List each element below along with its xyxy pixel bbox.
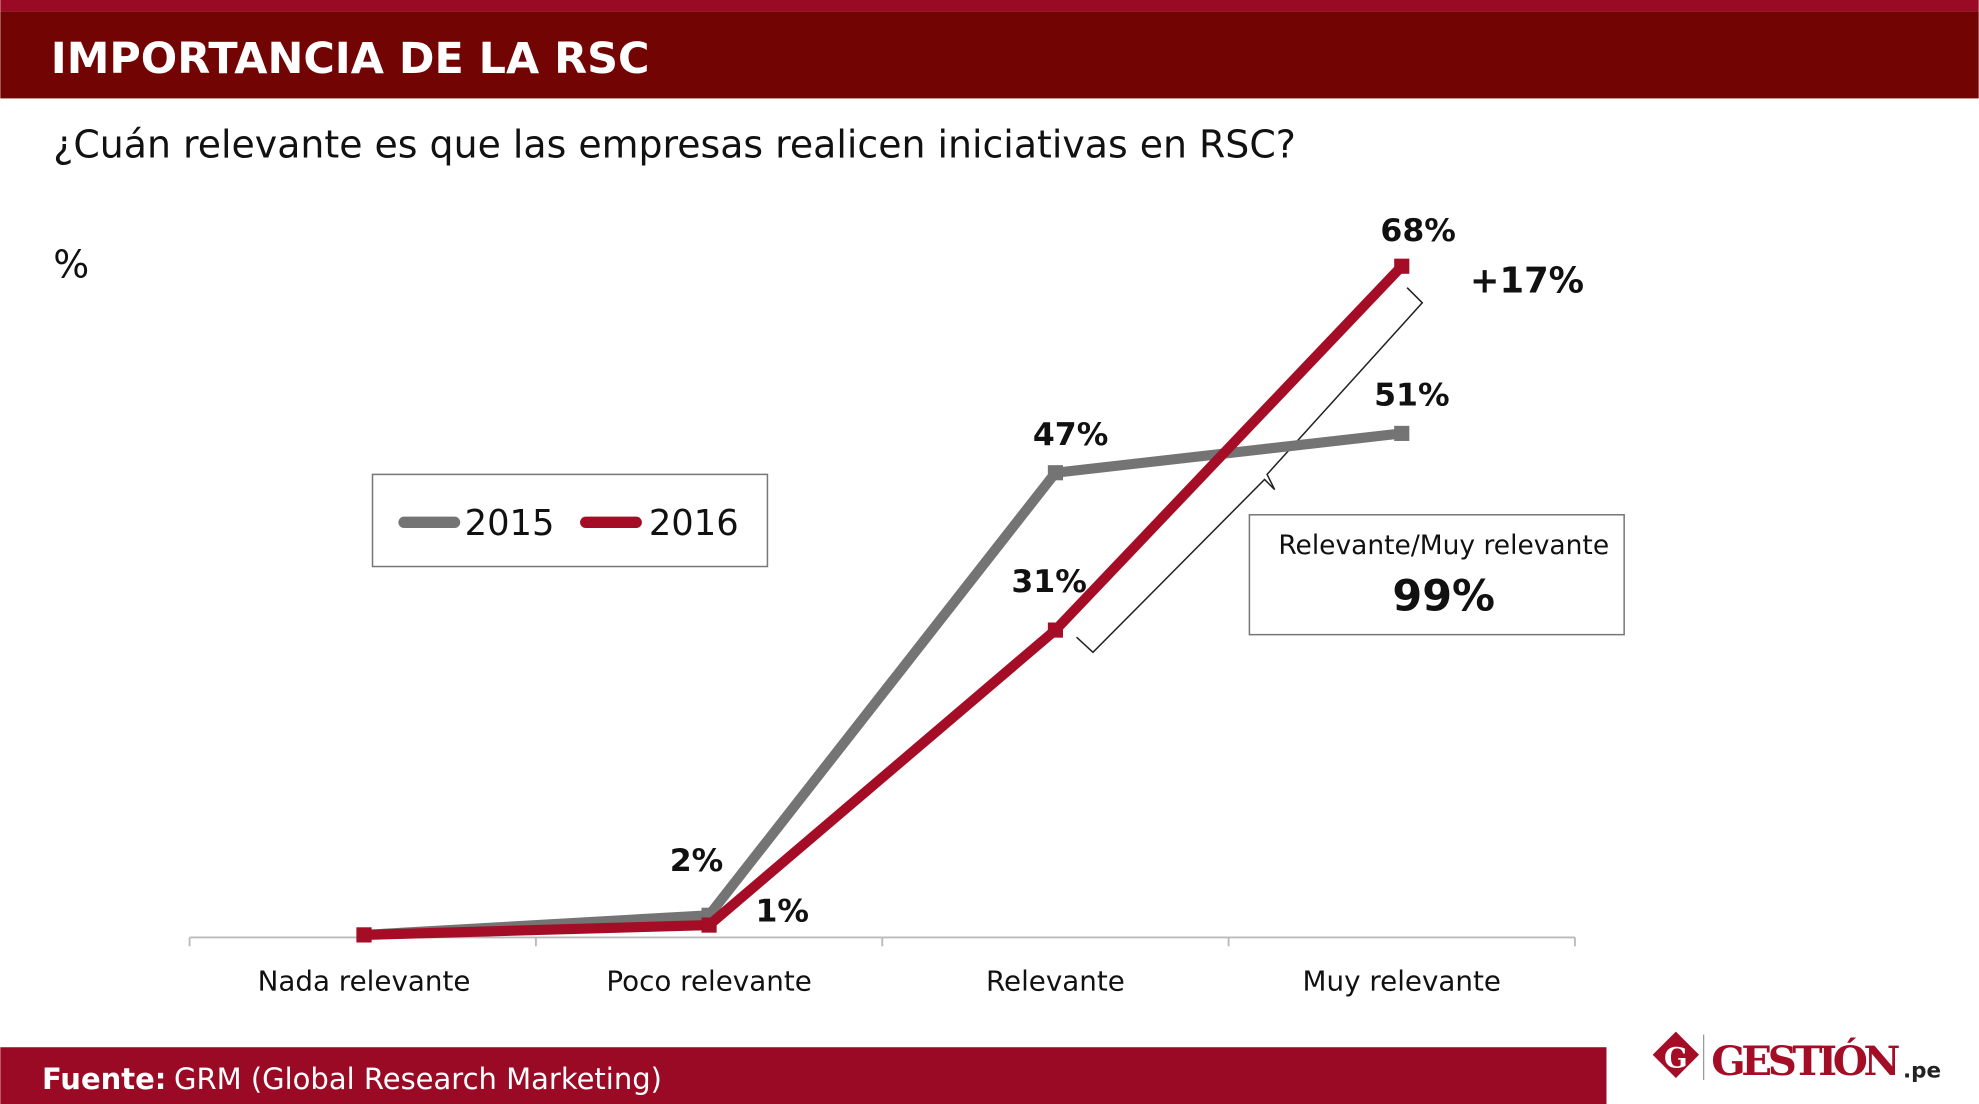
series-line-2016 xyxy=(363,262,1406,940)
footer-band xyxy=(0,1047,1607,1104)
header-strip xyxy=(0,0,1979,12)
footer-source: Fuente: GRM (Global Research Marketing) xyxy=(42,1062,662,1096)
data-label: 1% xyxy=(755,893,809,929)
header-band xyxy=(0,11,1979,99)
data-label: 47% xyxy=(1033,417,1108,453)
data-label: 2% xyxy=(670,843,724,879)
summary-label: Relevante/Muy relevante xyxy=(1278,530,1609,561)
data-point xyxy=(1394,258,1410,274)
category-label: Poco relevante xyxy=(606,964,811,997)
category-label: Muy relevante xyxy=(1303,964,1501,997)
logo-text: GESTIÓN xyxy=(1711,1036,1900,1085)
data-point xyxy=(1047,465,1063,481)
legend-label-2015: 2015 xyxy=(465,503,555,544)
header-title: IMPORTANCIA DE LA RSC xyxy=(51,34,650,84)
change-annotation: +17% xyxy=(1470,261,1584,302)
summary-box: Relevante/Muy relevante 99% xyxy=(1248,514,1625,636)
category-label: Relevante xyxy=(986,964,1125,997)
source-text: GRM (Global Research Marketing) xyxy=(174,1062,662,1096)
logo-suffix: .pe xyxy=(1903,1059,1941,1084)
data-label: 51% xyxy=(1374,378,1449,414)
data-point xyxy=(1394,425,1410,441)
series-2015: 2% 47% 51% xyxy=(356,378,1450,943)
legend-label-2016: 2016 xyxy=(649,503,739,544)
chart-title: ¿Cuán relevante es que las empresas real… xyxy=(53,123,1296,167)
data-point xyxy=(701,917,717,933)
data-label: 31% xyxy=(1011,564,1086,600)
y-axis-label: % xyxy=(53,243,89,287)
data-point xyxy=(356,927,372,943)
data-point xyxy=(1047,622,1063,638)
summary-box-border xyxy=(1248,514,1625,636)
logo-mark-letter: G xyxy=(1664,1041,1688,1074)
data-label: 68% xyxy=(1380,213,1455,249)
series-2016: 1% 31% 68% xyxy=(356,213,1456,943)
bracket-annotation xyxy=(1076,287,1424,654)
gestion-logo: G GESTIÓN .pe xyxy=(1652,1031,1941,1085)
source-label: Fuente: xyxy=(42,1062,166,1096)
category-label: Nada relevante xyxy=(258,964,471,997)
legend: 2015 2016 xyxy=(371,473,769,568)
summary-value: 99% xyxy=(1392,572,1495,622)
